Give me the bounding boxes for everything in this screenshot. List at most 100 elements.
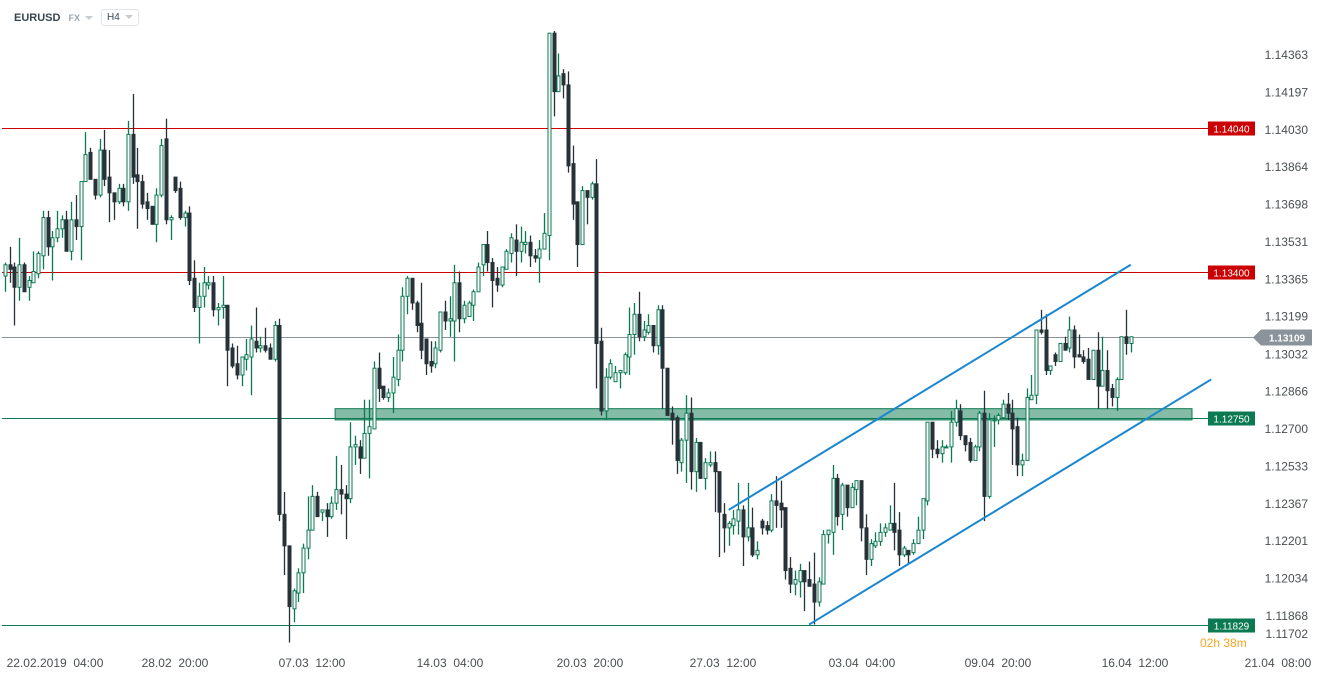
candle xyxy=(888,505,893,531)
candle-body-bear xyxy=(1044,329,1049,371)
candle-body-bear xyxy=(112,192,117,203)
candle-body-bear xyxy=(225,304,230,351)
candle xyxy=(698,441,703,479)
candle-body-bull xyxy=(79,181,84,228)
candle-body-bear xyxy=(192,277,197,309)
candle xyxy=(590,181,595,200)
candle-body-bear xyxy=(637,313,642,338)
y-tick-label: 1.12700 xyxy=(1265,422,1309,436)
candle-body-bull xyxy=(793,579,798,585)
candle-body-bear xyxy=(689,412,694,473)
candle-body-bull xyxy=(301,547,306,574)
candle xyxy=(1072,325,1077,369)
candle xyxy=(940,440,945,463)
candle-body-bear xyxy=(1077,354,1082,358)
candle xyxy=(325,503,330,537)
timeframe-selector[interactable]: H4 xyxy=(100,9,139,26)
candle-body-bear xyxy=(164,138,169,221)
level-tag-label: 1.12750 xyxy=(1213,415,1250,426)
candle-body-bear xyxy=(74,219,79,228)
candle xyxy=(310,485,315,531)
candle-body-bull xyxy=(273,324,278,360)
candle xyxy=(930,421,935,459)
candle xyxy=(481,244,486,277)
candle xyxy=(679,437,684,472)
market-selector[interactable]: FX xyxy=(68,12,93,24)
y-tick-label: 1.13032 xyxy=(1265,347,1309,361)
candle xyxy=(126,120,131,211)
candle-body-bull xyxy=(438,311,443,351)
candle xyxy=(902,545,907,558)
candle xyxy=(235,345,240,380)
candle-body-bear xyxy=(211,282,216,311)
candle xyxy=(287,545,292,643)
candle-body-bull xyxy=(840,484,845,515)
x-tick-label: 07.03 12:00 xyxy=(279,656,346,670)
candle-body-bull xyxy=(1048,365,1053,371)
level-tag-label: 1.13400 xyxy=(1213,269,1250,280)
candle xyxy=(798,563,803,598)
candle-body-bull xyxy=(362,432,367,459)
level-tag-bg xyxy=(1208,411,1255,426)
candle-body-bull xyxy=(627,333,632,358)
candle-body-bull xyxy=(1100,369,1105,387)
symbol-label[interactable]: EURUSD xyxy=(14,11,61,24)
candle-body-bear xyxy=(424,338,429,365)
candle-body-bear xyxy=(760,520,765,529)
candle-body-bull xyxy=(117,187,122,203)
y-tick-label: 1.13365 xyxy=(1265,272,1309,286)
candle xyxy=(1025,388,1030,461)
candle xyxy=(178,181,183,220)
candle xyxy=(457,271,462,333)
candle xyxy=(173,176,178,193)
candle xyxy=(660,305,665,409)
candle xyxy=(817,577,822,607)
candle-body-bear xyxy=(802,570,807,583)
candle-body-bear xyxy=(698,441,703,479)
candle-body-bear xyxy=(1010,412,1015,430)
candle-body-bull xyxy=(878,531,883,542)
candle xyxy=(329,496,334,519)
candle xyxy=(102,129,107,187)
candle xyxy=(1010,399,1015,465)
candle-body-bear xyxy=(571,163,576,205)
candle-body-bear xyxy=(235,363,240,376)
candle xyxy=(750,507,755,558)
candle xyxy=(202,267,207,308)
candle-body-bull xyxy=(197,295,202,309)
candle-body-bull xyxy=(240,356,245,376)
candle xyxy=(244,338,249,371)
candle-body-bull xyxy=(973,446,978,461)
candle xyxy=(249,325,254,396)
candle-body-bull xyxy=(206,282,211,286)
candle-body-bull xyxy=(292,590,297,610)
candle xyxy=(1077,334,1082,358)
candle xyxy=(358,440,363,474)
candle-body-bear xyxy=(377,367,382,389)
candle xyxy=(1044,314,1049,375)
candle xyxy=(8,246,13,283)
candle xyxy=(145,192,150,220)
candle xyxy=(64,210,69,252)
candle xyxy=(547,32,552,261)
candle xyxy=(746,482,751,542)
candle xyxy=(992,415,997,447)
candle xyxy=(883,523,888,537)
candle-body-bear xyxy=(495,277,500,286)
candle-body-bull xyxy=(448,318,453,322)
candle-body-bull xyxy=(731,518,736,527)
candle-body-bull xyxy=(542,232,547,250)
level-tag-label: 1.11829 xyxy=(1214,622,1250,633)
candle xyxy=(1110,383,1115,407)
candle-body-bear xyxy=(779,502,784,511)
candle-body-bear xyxy=(812,583,817,603)
candle-body-bear xyxy=(410,277,415,304)
candle-body-bear xyxy=(135,174,140,183)
candle-body-bull xyxy=(1020,459,1025,466)
candle xyxy=(41,210,46,270)
candle xyxy=(107,150,112,223)
candle xyxy=(958,404,963,441)
candle-body-bull xyxy=(462,304,467,320)
candle xyxy=(906,549,911,564)
